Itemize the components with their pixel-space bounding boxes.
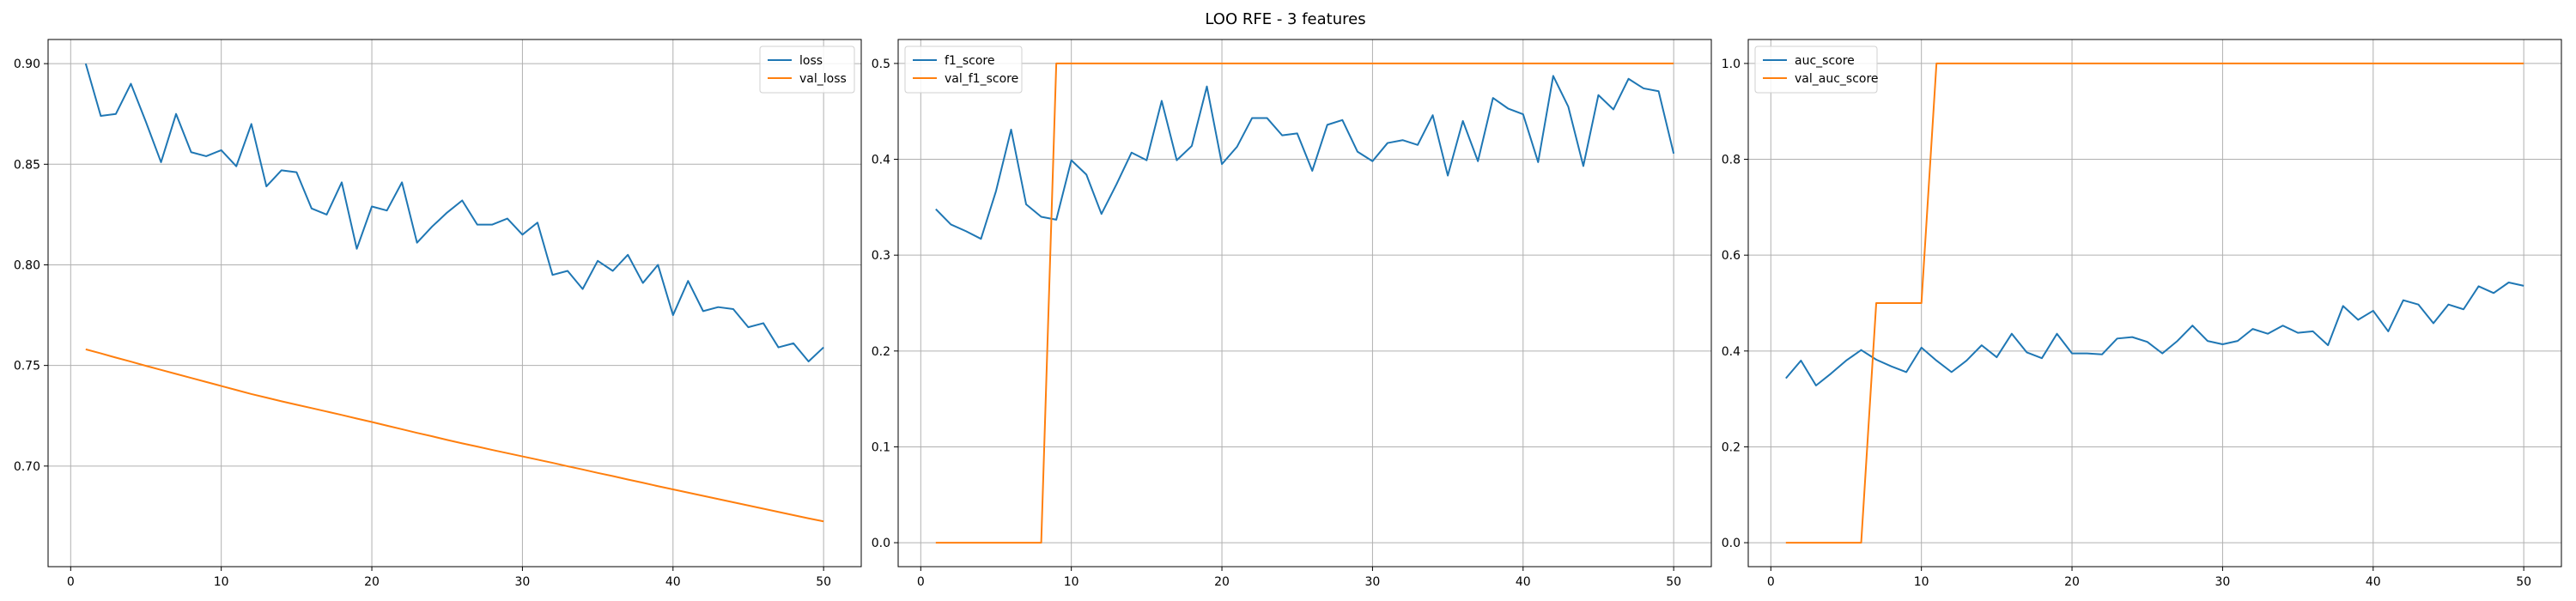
y-tick-label: 0.6 xyxy=(1722,249,1741,263)
x-tick-label: 30 xyxy=(515,575,531,589)
x-tick-label: 10 xyxy=(214,575,229,589)
y-tick-label: 0.85 xyxy=(14,158,40,172)
x-tick-label: 0 xyxy=(67,575,75,589)
y-tick-label: 0.2 xyxy=(872,345,890,359)
legend-label: auc_score xyxy=(1795,54,1855,68)
legend-label: val_loss xyxy=(799,72,847,86)
x-tick-label: 50 xyxy=(1666,575,1681,589)
x-tick-label: 40 xyxy=(665,575,681,589)
legend: f1_score val_f1_score xyxy=(904,46,1023,94)
x-tick-label: 30 xyxy=(1365,575,1381,589)
y-tick-label: 0.90 xyxy=(14,58,40,71)
figure-title: LOO RFE - 3 features xyxy=(1205,10,1365,28)
x-tick-label: 20 xyxy=(1214,575,1230,589)
y-tick-label: 0.3 xyxy=(872,249,890,263)
y-tick-label: 0.0 xyxy=(872,537,890,550)
y-tick-label: 0.4 xyxy=(1722,345,1741,359)
legend-box xyxy=(1754,46,1878,94)
f1-score-panel: 0 10 20 30 40 50 0.0 0.1 0.2 0.3 0.4 0.5 f1_scoreval… xyxy=(872,39,1712,589)
x-tick-label: 0 xyxy=(1767,575,1775,589)
y-tick-label: 0.1 xyxy=(872,440,890,454)
series-line-loss xyxy=(84,63,824,362)
series-line-val_auc_score xyxy=(1785,62,2524,544)
y-tick-label: 1.0 xyxy=(1722,58,1741,71)
x-tick-label: 0 xyxy=(917,575,925,589)
legend-box xyxy=(904,46,1023,94)
legend-box xyxy=(759,46,855,94)
y-tick-label: 0.75 xyxy=(14,360,40,373)
auc-score-panel: 0 10 20 30 40 50 0.0 0.2 0.4 0.6 0.8 1.0 auc_scoreva… xyxy=(1722,39,2562,589)
y-tick-label: 0.4 xyxy=(872,154,890,167)
x-tick-label: 20 xyxy=(2064,575,2080,589)
y-tick-label: 0.80 xyxy=(14,258,40,272)
legend-label: loss xyxy=(799,54,823,68)
x-tick-label: 50 xyxy=(2516,575,2531,589)
x-tick-label: 50 xyxy=(816,575,831,589)
x-tick-label: 40 xyxy=(2366,575,2381,589)
y-tick-label: 0.70 xyxy=(14,460,40,474)
legend-label: val_auc_score xyxy=(1795,72,1879,86)
axes-frame xyxy=(897,39,1712,568)
x-tick-label: 20 xyxy=(364,575,380,589)
axes-frame xyxy=(1747,39,2562,568)
legend: loss val_loss xyxy=(759,46,855,94)
x-tick-label: 10 xyxy=(1914,575,1929,589)
legend-label: val_f1_score xyxy=(945,72,1018,86)
series-line-val_f1_score xyxy=(935,62,1674,544)
x-tick-label: 30 xyxy=(2215,575,2231,589)
y-tick-label: 0.0 xyxy=(1722,537,1741,550)
y-tick-label: 0.5 xyxy=(872,58,890,71)
series-line-f1_score xyxy=(935,75,1675,240)
y-tick-label: 0.2 xyxy=(1722,440,1741,454)
axes-frame xyxy=(47,39,862,568)
legend-label: f1_score xyxy=(945,54,994,68)
loss-panel: 0 10 20 30 40 50 0.70 0.75 0.80 0.85 0.90 loss val_l… xyxy=(14,39,862,589)
legend: auc_score val_auc_score xyxy=(1754,46,1879,94)
y-tick-label: 0.8 xyxy=(1722,154,1741,167)
series-line-auc_score xyxy=(1785,282,2524,387)
x-tick-label: 10 xyxy=(1064,575,1079,589)
series-line-val_loss xyxy=(85,348,824,523)
x-tick-label: 40 xyxy=(1516,575,1531,589)
